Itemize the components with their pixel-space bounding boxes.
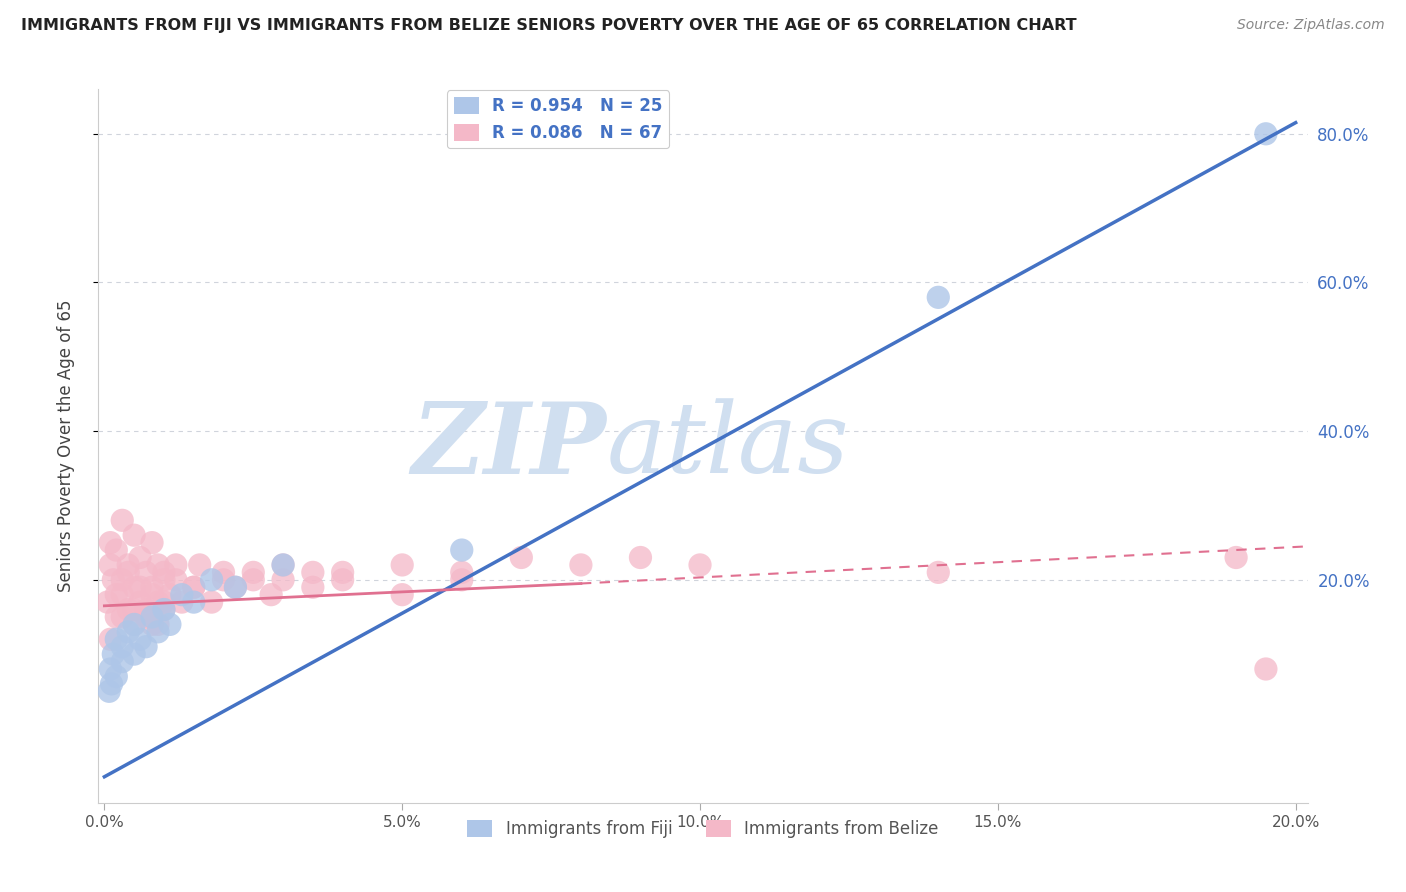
Point [135,566,157,580]
Text: IMMIGRANTS FROM FIJI VS IMMIGRANTS FROM BELIZE SENIORS POVERTY OVER THE AGE OF 6: IMMIGRANTS FROM FIJI VS IMMIGRANTS FROM … [21,18,1077,33]
Point [1254,662,1277,676]
Point [450,543,472,558]
Legend: Immigrants from Fiji, Immigrants from Belize: Immigrants from Fiji, Immigrants from Be… [461,813,945,845]
Point [96,595,118,609]
Point [105,610,128,624]
Point [135,640,157,654]
Point [391,588,413,602]
Point [391,558,413,572]
Point [129,580,152,594]
Point [129,632,152,647]
Point [98,558,121,572]
Point [98,632,121,647]
Point [153,566,176,580]
Point [1225,550,1247,565]
Point [569,558,592,572]
Point [689,558,711,572]
Point [927,566,949,580]
Point [159,617,181,632]
Y-axis label: Seniors Poverty Over the Age of 65: Seniors Poverty Over the Age of 65 [56,300,75,592]
Point [111,513,134,527]
Point [117,602,139,616]
Point [117,558,139,572]
Point [146,624,169,639]
Point [200,595,222,609]
Point [159,588,181,602]
Point [111,610,134,624]
Point [98,535,121,549]
Text: Source: ZipAtlas.com: Source: ZipAtlas.com [1237,18,1385,32]
Point [103,647,125,661]
Point [200,573,222,587]
Point [153,602,176,616]
Point [927,290,949,304]
Point [450,573,472,587]
Point [630,550,652,565]
Point [302,566,325,580]
Point [100,677,122,691]
Point [153,602,176,616]
Point [105,543,128,558]
Point [129,550,152,565]
Point [122,528,145,542]
Point [111,573,134,587]
Point [212,573,235,587]
Point [122,580,145,594]
Point [224,580,246,594]
Point [122,617,145,632]
Point [153,573,176,587]
Point [122,602,145,616]
Text: ZIP: ZIP [412,398,606,494]
Point [117,566,139,580]
Point [165,558,187,572]
Point [260,588,283,602]
Point [105,632,128,647]
Point [170,588,193,602]
Point [98,662,121,676]
Point [105,669,128,683]
Point [146,617,169,632]
Point [111,640,134,654]
Point [170,595,193,609]
Point [135,602,157,616]
Point [141,610,163,624]
Point [122,617,145,632]
Point [146,595,169,609]
Point [146,558,169,572]
Point [135,610,157,624]
Point [242,566,264,580]
Point [165,573,187,587]
Point [111,655,134,669]
Point [332,566,354,580]
Point [183,595,205,609]
Point [117,624,139,639]
Point [103,573,125,587]
Point [122,647,145,661]
Point [141,535,163,549]
Point [141,580,163,594]
Point [188,558,211,572]
Point [271,558,294,572]
Text: atlas: atlas [606,399,849,493]
Point [450,566,472,580]
Point [332,573,354,587]
Point [302,580,325,594]
Point [224,580,246,594]
Point [242,573,264,587]
Point [98,684,121,698]
Point [1254,127,1277,141]
Point [129,595,152,609]
Point [141,588,163,602]
Point [183,580,205,594]
Point [510,550,533,565]
Point [111,588,134,602]
Point [105,588,128,602]
Point [141,617,163,632]
Point [183,580,205,594]
Point [212,566,235,580]
Point [271,558,294,572]
Point [153,595,176,609]
Point [271,573,294,587]
